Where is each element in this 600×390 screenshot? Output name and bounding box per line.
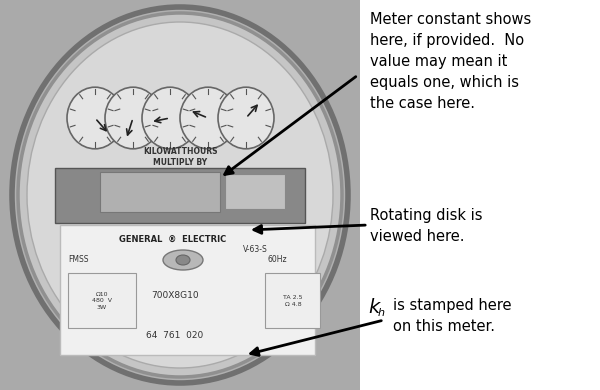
Bar xyxy=(0,0,360,390)
Text: is stamped here
on this meter.: is stamped here on this meter. xyxy=(393,298,511,334)
Text: GENERAL  ®  ELECTRIC: GENERAL ® ELECTRIC xyxy=(119,235,227,244)
Ellipse shape xyxy=(180,87,236,149)
Ellipse shape xyxy=(176,255,190,265)
Text: Meter constant shows
here, if provided.  No
value may mean it
equals one, which : Meter constant shows here, if provided. … xyxy=(370,12,531,111)
Ellipse shape xyxy=(105,87,161,149)
Ellipse shape xyxy=(67,87,123,149)
Bar xyxy=(60,225,315,355)
Ellipse shape xyxy=(163,250,203,270)
Text: 700X8G10: 700X8G10 xyxy=(151,291,199,300)
Bar xyxy=(225,174,285,209)
Text: k: k xyxy=(368,298,379,317)
Text: V-63-S: V-63-S xyxy=(242,245,268,254)
Text: KILOWATTHOURS
MULTIPLY BY: KILOWATTHOURS MULTIPLY BY xyxy=(143,147,217,167)
Text: Rotating disk is
viewed here.: Rotating disk is viewed here. xyxy=(370,208,482,244)
Bar xyxy=(265,273,320,328)
Ellipse shape xyxy=(18,13,342,377)
Text: 64  761  020: 64 761 020 xyxy=(146,330,203,340)
Text: 60Hz: 60Hz xyxy=(267,255,287,264)
Text: Ω10
480  V
3W: Ω10 480 V 3W xyxy=(92,292,112,310)
Ellipse shape xyxy=(27,22,333,368)
Bar xyxy=(68,273,136,328)
Text: TA 2.5
Ω 4.8: TA 2.5 Ω 4.8 xyxy=(283,295,303,307)
Ellipse shape xyxy=(218,87,274,149)
Ellipse shape xyxy=(142,87,198,149)
Bar xyxy=(100,172,220,212)
Text: FMSS: FMSS xyxy=(68,255,89,264)
Bar xyxy=(55,168,305,223)
Ellipse shape xyxy=(12,7,348,383)
Text: h: h xyxy=(378,308,385,318)
